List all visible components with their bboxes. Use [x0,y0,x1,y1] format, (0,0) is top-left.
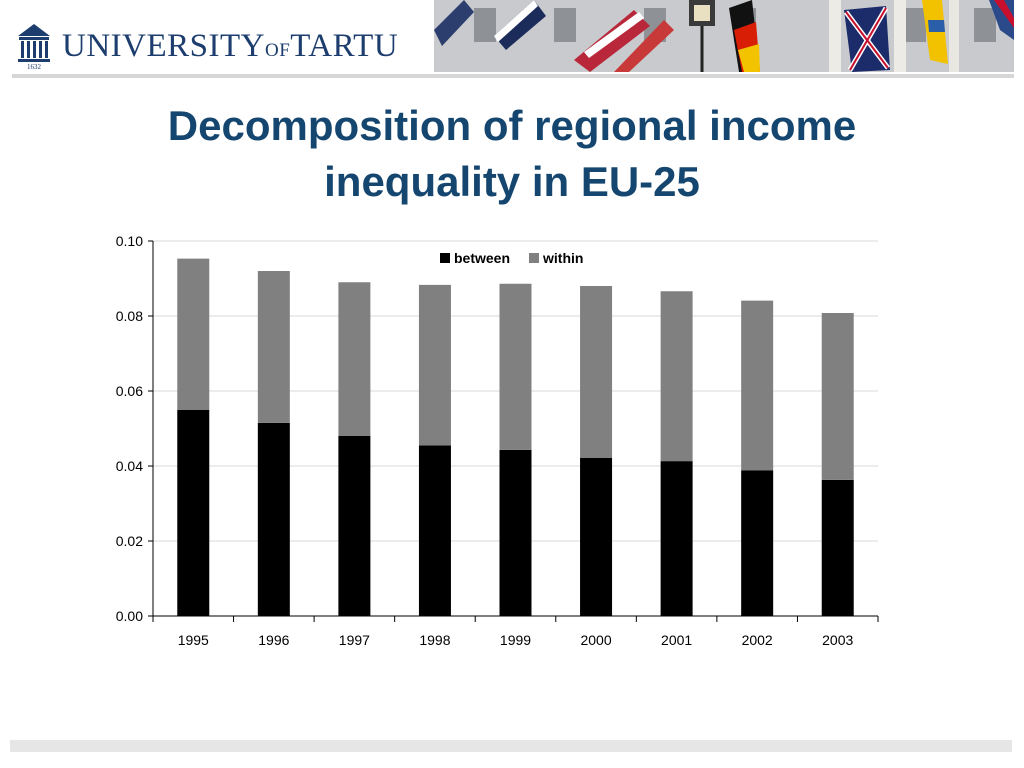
bar-between-2001 [660,461,693,616]
logo-year: 1632 [27,63,42,70]
logo-of: OF [264,39,291,61]
y-tick-label: 0.02 [116,533,143,549]
x-tick-label: 2000 [580,632,611,648]
y-tick-label: 0.04 [116,458,143,474]
bar-between-2003 [821,479,854,616]
bar-between-2002 [741,470,774,616]
x-tick-label: 1997 [339,632,370,648]
legend-swatch-between [440,253,450,263]
footer-bar [10,740,1012,752]
title-line-2: inequality in EU-25 [324,158,700,205]
bar-within-1999 [499,283,532,450]
x-tick-label: 1996 [258,632,289,648]
university-name: UNIVERSITYOFTARTU [62,27,399,64]
x-tick-label: 1998 [419,632,450,648]
legend-label-between: between [454,250,510,266]
header-rule [12,74,1014,78]
bar-between-1996 [257,422,290,616]
x-tick-label: 2001 [661,632,692,648]
y-tick-label: 0.08 [116,308,143,324]
bar-within-2000 [580,286,613,458]
bar-within-1995 [177,258,210,410]
y-tick-label: 0.06 [116,383,143,399]
university-logo: 1632 UNIVERSITYOFTARTU [16,20,398,72]
bar-within-2001 [660,291,693,462]
stacked-bar-chart: 0.00 0.02 0.04 0.06 0.08 0.10 1995 1996 1997 1998… [116,233,879,648]
bar-between-1997 [338,436,371,616]
legend-label-within: within [542,250,583,266]
y-tick-label: 0.00 [116,608,143,624]
bar-between-1999 [499,449,532,616]
title-line-1: Decomposition of regional income [167,102,857,149]
y-tick-label: 0.10 [116,233,143,249]
x-tick-label: 2003 [822,632,853,648]
x-tick-label: 1995 [178,632,209,648]
bar-within-1997 [338,282,371,436]
x-tick-label: 1999 [500,632,531,648]
bar-within-2002 [741,300,774,471]
logo-suffix: TARTU [290,27,399,64]
bar-between-1995 [177,409,210,616]
slide-title: Decomposition of regional income inequali… [60,98,964,210]
bar-between-2000 [580,457,613,616]
slide-header: 1632 UNIVERSITYOFTARTU [0,0,1024,86]
bar-within-1998 [418,284,451,446]
logo-prefix: UNIVERSITY [62,27,265,64]
x-tick-label: 2002 [742,632,773,648]
bar-between-1998 [418,445,451,616]
legend-swatch-within [529,253,539,263]
university-building-icon: 1632 [18,24,50,70]
bar-within-1996 [257,271,290,423]
header-photo-flags [434,0,1014,72]
bar-within-2003 [821,313,854,480]
